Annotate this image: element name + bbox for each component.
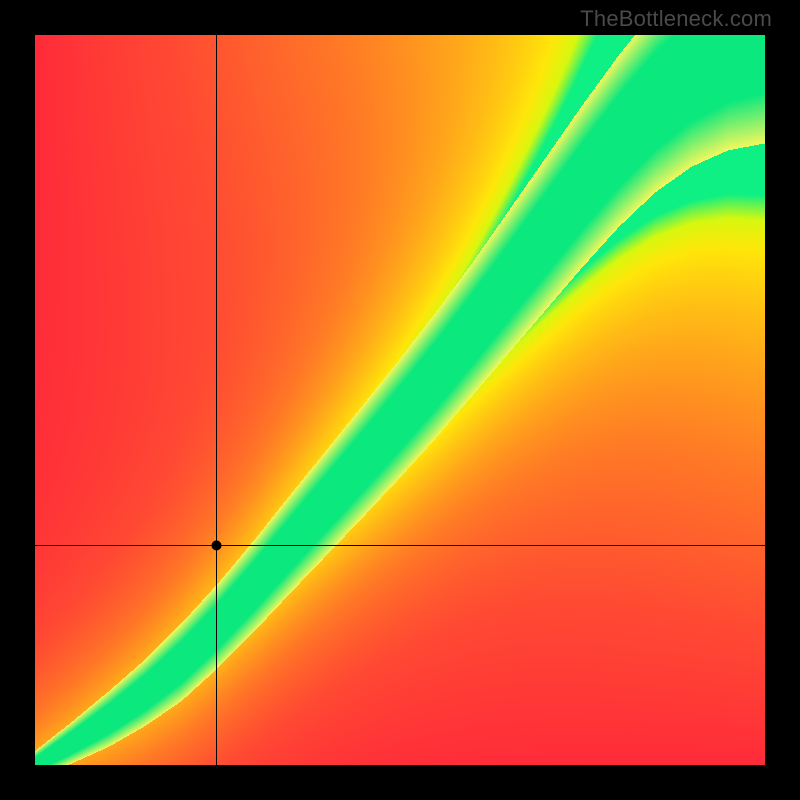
watermark-text: TheBottleneck.com <box>580 6 772 32</box>
heatmap-canvas <box>35 35 765 765</box>
plot-area <box>35 35 765 765</box>
chart-container: TheBottleneck.com <box>0 0 800 800</box>
